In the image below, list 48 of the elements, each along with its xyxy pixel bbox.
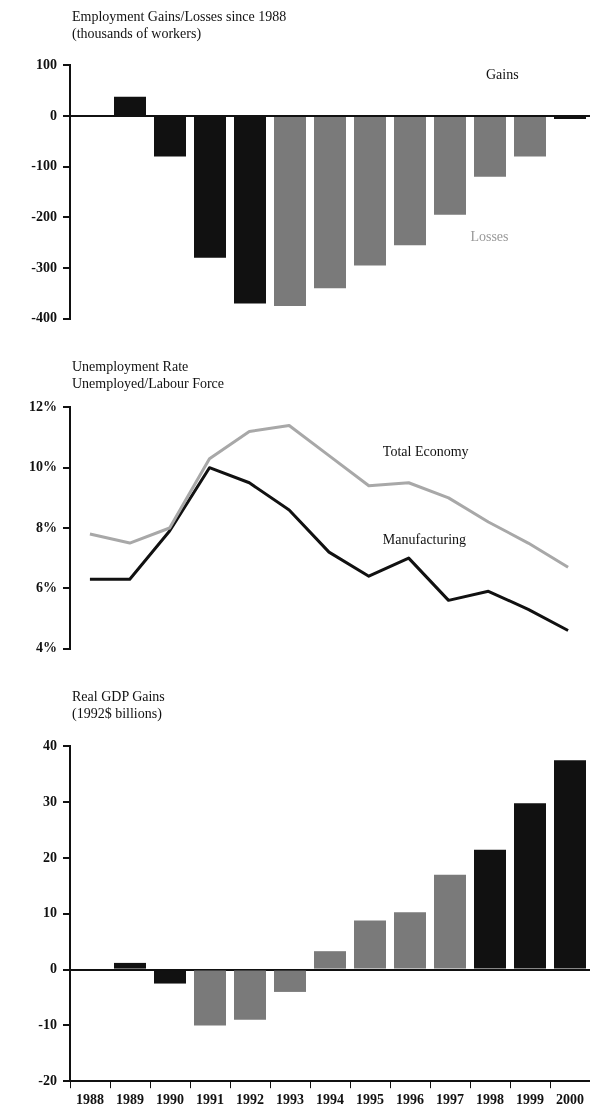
y-tick-label: 10 [43, 905, 57, 921]
chart-title: Employment Gains/Losses since 1988 [72, 8, 287, 25]
series-label: Manufacturing [382, 531, 467, 547]
x-tick-label: 1993 [276, 1092, 304, 1108]
y-tick-label: 4% [36, 640, 57, 656]
y-tick-label: 30 [43, 793, 57, 809]
x-tick-label: 1990 [156, 1092, 184, 1108]
annotation: Gains [486, 67, 519, 83]
bar [234, 970, 266, 1020]
y-tick-label: -400 [31, 310, 57, 326]
x-tick-label: 1995 [356, 1092, 384, 1108]
x-tick-label: 1991 [196, 1092, 224, 1108]
chart-subtitle: (1992$ billions) [72, 705, 162, 722]
y-tick-label: -200 [31, 208, 57, 224]
y-tick-label: 10% [29, 459, 57, 475]
bar [274, 970, 306, 992]
chart-title: Real GDP Gains [72, 688, 165, 705]
y-tick-label: 0 [50, 961, 57, 977]
y-tick-label: 0 [50, 107, 57, 123]
x-tick-label: 1996 [396, 1092, 424, 1108]
series-label: Total Economy [382, 444, 469, 460]
y-tick-label: 8% [36, 519, 57, 535]
chart-subtitle: Unemployed/Labour Force [72, 375, 225, 392]
x-tick-label: 1988 [76, 1092, 104, 1108]
y-tick-label: -100 [31, 158, 57, 174]
chart-title: Unemployment Rate [72, 358, 189, 375]
x-tick-label: 1994 [316, 1092, 344, 1108]
y-tick-label: -10 [38, 1017, 57, 1033]
y-tick-label: -300 [31, 259, 57, 275]
bar [194, 970, 226, 1026]
bar [434, 874, 466, 969]
x-tick-label: 1997 [436, 1092, 464, 1108]
y-tick-label: 20 [43, 849, 57, 865]
x-tick-label: 1992 [236, 1092, 264, 1108]
annotation: Losses [470, 229, 509, 245]
x-tick-label: 1998 [476, 1092, 504, 1108]
x-tick-label: 2000 [556, 1092, 584, 1108]
bar [354, 920, 386, 969]
y-tick-label: 12% [29, 399, 57, 415]
y-tick-label: 40 [43, 738, 57, 754]
bar [314, 951, 346, 969]
chart-subtitle: (thousands of workers) [72, 25, 202, 42]
x-tick-label: 1999 [516, 1092, 544, 1108]
bar [394, 912, 426, 969]
y-tick-label: 100 [36, 57, 57, 73]
y-tick-label: -20 [38, 1072, 57, 1088]
y-tick-label: 6% [36, 579, 57, 595]
x-tick-label: 1989 [116, 1092, 144, 1108]
